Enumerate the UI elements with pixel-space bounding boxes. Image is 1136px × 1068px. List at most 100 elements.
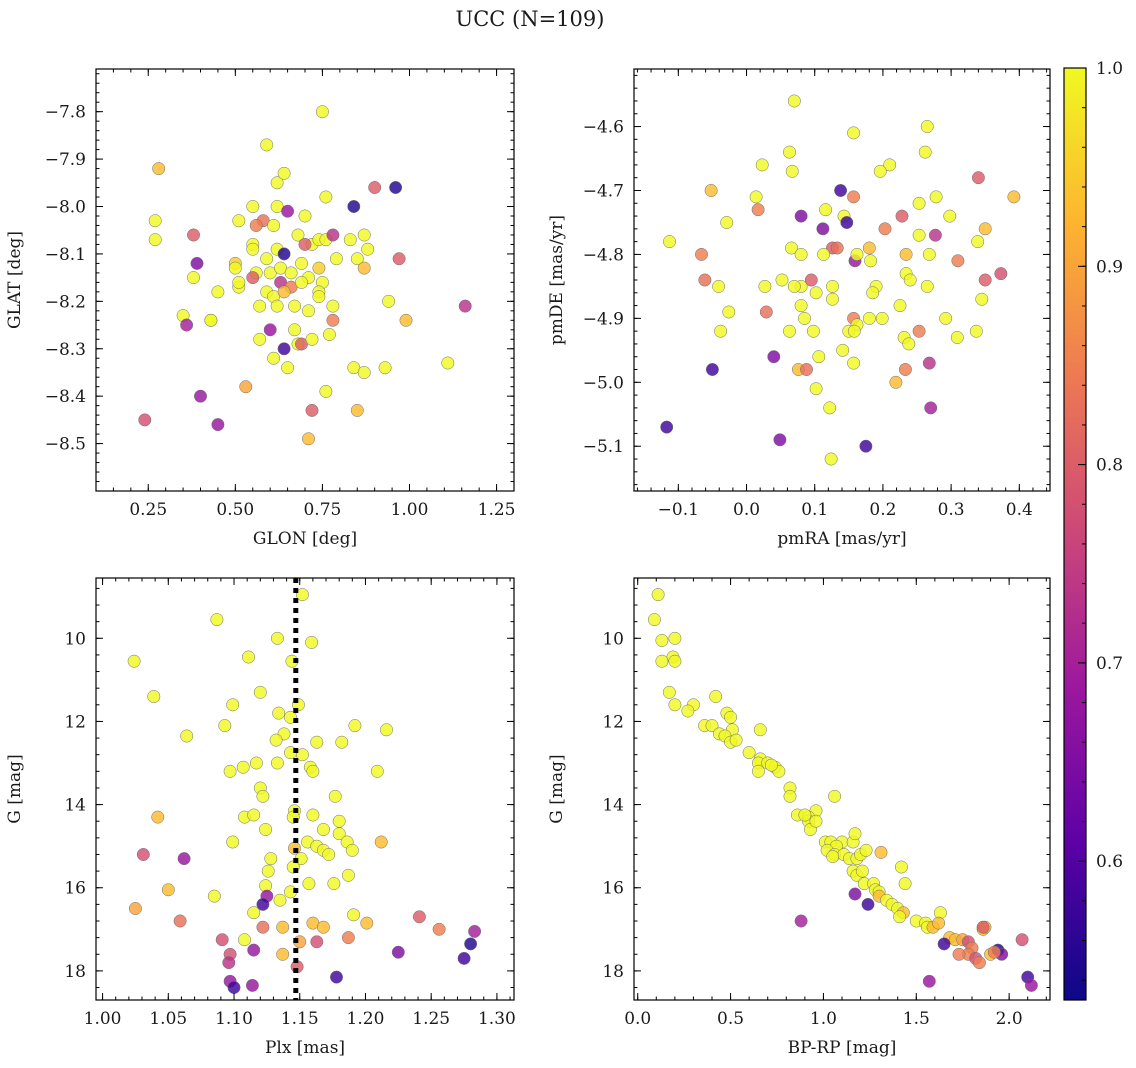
y-tick-label: −8.0 (45, 198, 86, 218)
scatter-point (862, 241, 876, 255)
scatter-point (291, 228, 305, 242)
y-tick-label: −4.9 (583, 309, 624, 329)
scatter-point (281, 361, 295, 375)
scatter-point (971, 171, 985, 185)
scatter-point (239, 380, 253, 394)
scatter-point (824, 452, 838, 466)
scatter-point (236, 760, 250, 774)
scatter-point (249, 219, 263, 232)
scatter-point (322, 848, 336, 861)
scatter-point (787, 94, 801, 108)
scatter-point (361, 242, 375, 256)
panel-glon-glat: 0.25 0.50 0.75 1.00 1.25 −8.5 −8.4 −8.3 −8.2 −8.1… (5, 68, 516, 549)
scatter-point (328, 789, 342, 803)
scatter-point (918, 145, 932, 159)
y-axis-label: G [mag] (547, 754, 567, 823)
scatter-point (847, 324, 861, 338)
scatter-point (878, 222, 892, 236)
scatter-point (180, 318, 194, 332)
scatter-point (380, 723, 393, 737)
scatter-point (269, 733, 283, 747)
x-axis-label: pmRA [mas/yr] (777, 529, 906, 549)
scatter-point (326, 299, 340, 313)
scatter-point (847, 126, 861, 140)
scatter-point (357, 261, 371, 275)
scatter-point (668, 654, 682, 668)
y-tick-label: 14 (602, 796, 624, 816)
scatter-point (816, 222, 830, 236)
scatter-point (705, 719, 719, 733)
scatter-point (253, 299, 267, 313)
x-tick-label: 0.50 (216, 500, 254, 520)
scatter-point (330, 970, 343, 984)
scatter-point (226, 835, 240, 849)
scatter-point (840, 216, 854, 229)
scatter-point (922, 247, 936, 261)
scatter-point (270, 631, 284, 645)
scatter-point (794, 209, 808, 223)
scatter-point (357, 366, 371, 379)
scatter-point (272, 706, 286, 720)
scatter-point (127, 654, 141, 668)
scatter-point (215, 933, 229, 947)
scatter-point (753, 723, 767, 737)
scatter-point (316, 823, 330, 836)
scatter-point (222, 956, 236, 970)
y-tick-label: −8.4 (45, 387, 86, 407)
scatter-point (874, 845, 888, 859)
scatter-point (1024, 978, 1038, 992)
scatter-point (357, 228, 371, 242)
scatter-point (823, 401, 837, 415)
scatter-point (204, 313, 218, 327)
x-axis-label: Plx [mas] (265, 1038, 345, 1058)
scatter-point (322, 328, 336, 341)
x-tick-label: 1.10 (215, 1009, 253, 1029)
scatter-point (804, 273, 818, 287)
scatter-point (302, 304, 315, 318)
scatter-point (987, 945, 1001, 959)
scatter-point (270, 176, 284, 190)
y-tick-label: −5.1 (583, 437, 624, 457)
scatter-point (378, 361, 392, 375)
x-tick-label: 1.25 (478, 500, 516, 520)
scatter-point (971, 235, 985, 249)
scatter-point (238, 933, 251, 947)
scatter-point (412, 910, 426, 924)
scatter-point (190, 256, 204, 270)
scatter-point (242, 650, 255, 664)
scatter-point (281, 204, 295, 218)
scatter-point (655, 633, 669, 647)
scatter-point (826, 292, 839, 306)
scatter-point (847, 356, 861, 370)
scatter-point (295, 256, 308, 270)
scatter-point (392, 252, 406, 266)
scatter-point (975, 292, 989, 306)
scatter-point (899, 247, 913, 261)
axes-frame (95, 577, 515, 1001)
scatter-point (704, 184, 718, 197)
scatter-point (226, 698, 240, 712)
scatter-point (136, 848, 150, 861)
scatter-point (326, 228, 340, 242)
scatter-point (695, 247, 708, 261)
scatter-point (259, 823, 273, 836)
scatter-point (950, 331, 964, 344)
scatter-point (298, 209, 312, 223)
scatter-point (651, 588, 665, 602)
x-tick-label: 1.00 (391, 500, 429, 520)
scatter-point (276, 947, 290, 961)
scatter-point (161, 883, 175, 897)
scatter-point (382, 294, 396, 308)
scatter-point (798, 808, 812, 822)
scatter-point (952, 947, 966, 961)
x-tick-label: 0.3 (938, 500, 965, 520)
scatter-point (218, 719, 232, 733)
colorbar-tick-label: 0.9 (1096, 257, 1123, 277)
y-tick-label: −5.0 (583, 373, 624, 393)
scatter-point (809, 382, 823, 396)
scatter-point (848, 827, 862, 841)
scatter-point (360, 916, 374, 930)
scatter-point (660, 420, 674, 434)
scatter-point (976, 920, 990, 934)
